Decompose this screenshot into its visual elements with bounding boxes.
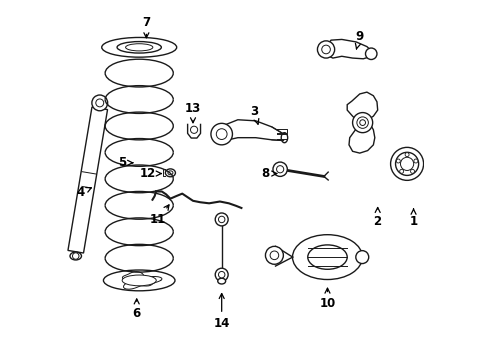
Polygon shape (68, 107, 107, 253)
Text: 13: 13 (185, 102, 201, 123)
Circle shape (400, 157, 414, 171)
Circle shape (396, 159, 400, 163)
Circle shape (360, 120, 366, 126)
Circle shape (92, 95, 108, 111)
Ellipse shape (122, 275, 156, 286)
Circle shape (356, 251, 368, 264)
Text: 5: 5 (118, 156, 133, 169)
Circle shape (400, 169, 404, 173)
Circle shape (219, 271, 225, 278)
Circle shape (411, 169, 415, 173)
Circle shape (211, 123, 232, 145)
Text: 7: 7 (142, 16, 150, 38)
Ellipse shape (308, 245, 347, 269)
Circle shape (366, 48, 377, 59)
Ellipse shape (218, 278, 225, 284)
Circle shape (266, 246, 283, 264)
Circle shape (391, 147, 423, 180)
Polygon shape (347, 92, 378, 153)
Ellipse shape (281, 133, 288, 143)
Ellipse shape (117, 41, 161, 53)
Text: 2: 2 (373, 207, 382, 228)
Polygon shape (326, 40, 372, 59)
Circle shape (318, 41, 335, 58)
Ellipse shape (103, 270, 175, 291)
Circle shape (216, 129, 227, 139)
Ellipse shape (293, 235, 363, 279)
Text: 6: 6 (133, 299, 141, 320)
Text: 8: 8 (262, 167, 277, 180)
Text: 3: 3 (250, 105, 259, 124)
Ellipse shape (168, 171, 173, 175)
Ellipse shape (70, 252, 81, 260)
Text: 12: 12 (139, 167, 162, 180)
Text: 14: 14 (214, 293, 230, 330)
Text: 10: 10 (319, 288, 336, 310)
Circle shape (353, 113, 373, 133)
Circle shape (395, 152, 418, 175)
Circle shape (215, 268, 228, 281)
Circle shape (276, 166, 284, 173)
Circle shape (357, 117, 368, 129)
Circle shape (191, 126, 197, 134)
Ellipse shape (166, 169, 175, 177)
Circle shape (273, 162, 287, 176)
Circle shape (96, 99, 104, 107)
Ellipse shape (102, 37, 177, 57)
Text: 11: 11 (150, 205, 169, 226)
Circle shape (270, 251, 279, 260)
Circle shape (219, 216, 225, 223)
Circle shape (405, 153, 409, 157)
Circle shape (414, 159, 418, 163)
Ellipse shape (125, 44, 153, 51)
Circle shape (322, 45, 330, 54)
Circle shape (215, 213, 228, 226)
Text: 9: 9 (355, 30, 364, 49)
Text: 1: 1 (410, 209, 417, 228)
Circle shape (73, 253, 79, 259)
Text: 4: 4 (76, 186, 91, 199)
